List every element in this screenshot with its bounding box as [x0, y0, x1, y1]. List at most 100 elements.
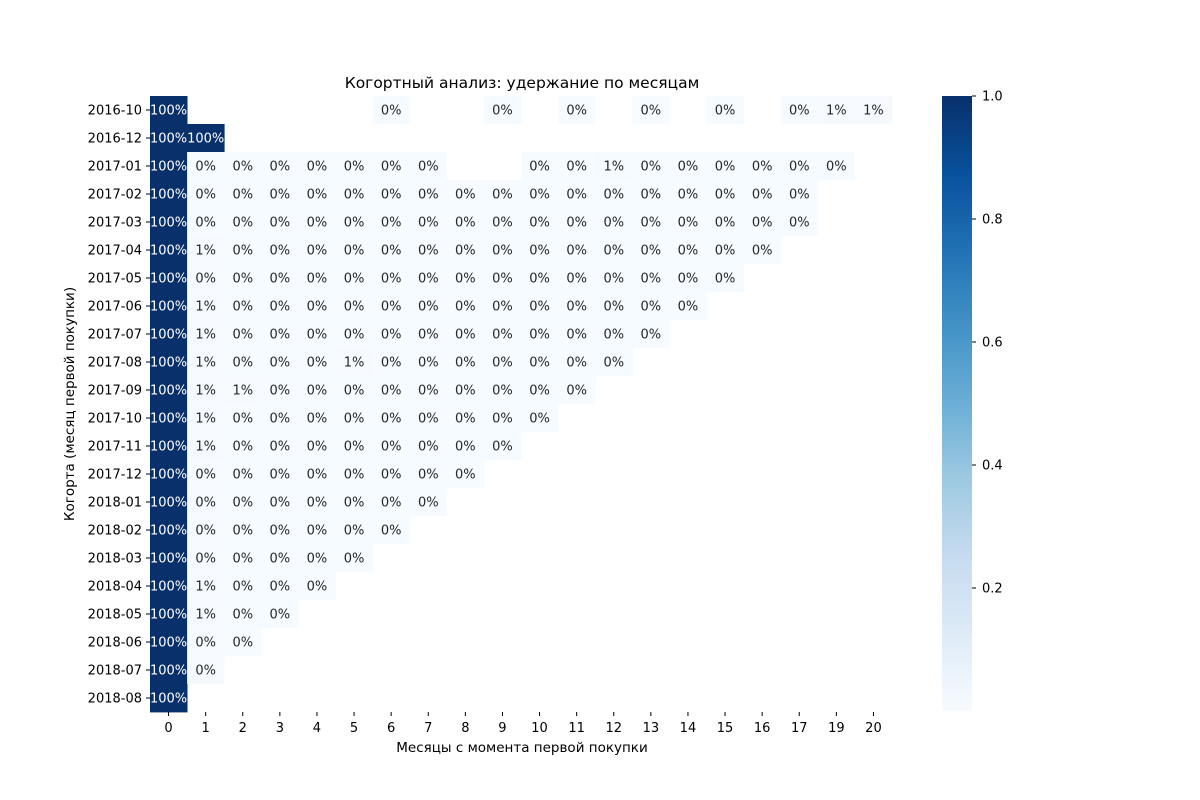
- heatmap-cell: [224, 292, 262, 321]
- cell-value-label: 0%: [344, 216, 365, 231]
- cell-value-label: 0%: [381, 384, 402, 399]
- cell-value-label: 0%: [455, 384, 476, 399]
- heatmap-cell: [224, 516, 262, 545]
- heatmap-cell: [817, 152, 856, 181]
- y-tick-label: 2017-08: [88, 356, 142, 371]
- heatmap-cell: [521, 376, 559, 405]
- cell-value-label: 0%: [678, 272, 699, 287]
- heatmap-cell: [150, 684, 188, 713]
- cell-value-label: 0%: [641, 300, 662, 315]
- cell-value-label: 0%: [232, 636, 253, 651]
- heatmap-cell: [261, 376, 299, 405]
- heatmap-cell: [261, 208, 299, 237]
- cell-value-label: 0%: [232, 468, 253, 483]
- heatmap-cell: [521, 264, 559, 293]
- heatmap-cell: [150, 460, 188, 489]
- heatmap-cell: [632, 320, 670, 349]
- heatmap-cell: [483, 180, 522, 209]
- heatmap-cell: [224, 544, 262, 573]
- heatmap-cell: [150, 236, 188, 265]
- cell-value-label: 0%: [270, 188, 291, 203]
- cell-value-label: 0%: [529, 216, 550, 231]
- heatmap-cell: [261, 600, 299, 629]
- cell-value-label: 0%: [232, 188, 253, 203]
- y-tick-label: 2017-02: [88, 188, 142, 203]
- cell-value-label: 0%: [752, 244, 773, 259]
- heatmap-cell: [150, 348, 188, 377]
- cell-value-label: 100%: [150, 580, 187, 595]
- cell-value-label: 0%: [232, 412, 253, 427]
- cell-value-label: 0%: [195, 468, 216, 483]
- heatmap-cell: [150, 628, 188, 657]
- heatmap-cell: [632, 180, 670, 209]
- cell-value-label: 0%: [344, 188, 365, 203]
- heatmap-cell: [595, 320, 633, 349]
- heatmap-cell: [669, 180, 707, 209]
- heatmap-cell: [298, 264, 336, 293]
- heatmap-cell: [224, 152, 262, 181]
- heatmap-cell: [446, 208, 485, 237]
- heatmap-cell: [595, 348, 633, 377]
- cell-value-label: 0%: [344, 160, 365, 175]
- cell-value-label: 100%: [150, 552, 187, 567]
- heatmap-cell: [187, 320, 225, 349]
- y-tick-label: 2017-11: [88, 440, 142, 455]
- heatmap-cell: [446, 320, 485, 349]
- heatmap-cell: [150, 600, 188, 629]
- cell-value-label: 0%: [195, 216, 216, 231]
- cell-value-label: 0%: [418, 412, 439, 427]
- cell-value-label: 0%: [566, 328, 587, 343]
- heatmap-cell: [446, 460, 485, 489]
- heatmap-cell: [298, 460, 336, 489]
- heatmap-cell: [595, 208, 633, 237]
- colorbar-tick-label: 0.4: [982, 459, 1003, 474]
- cell-value-label: 0%: [344, 412, 365, 427]
- cell-value-label: 0%: [232, 216, 253, 231]
- heatmap-cell: [261, 488, 299, 517]
- cell-value-label: 0%: [418, 356, 439, 371]
- heatmap-cell: [150, 96, 188, 125]
- cell-value-label: 0%: [344, 244, 365, 259]
- cell-value-label: 0%: [232, 580, 253, 595]
- x-tick-label: 7: [424, 721, 432, 736]
- cell-value-label: 0%: [344, 300, 365, 315]
- heatmap-cell: [372, 404, 411, 433]
- cell-value-label: 0%: [826, 160, 847, 175]
- cell-value-label: 0%: [232, 524, 253, 539]
- heatmap-cell: [409, 292, 448, 321]
- heatmap-cell: [150, 516, 188, 545]
- cell-value-label: 0%: [270, 468, 291, 483]
- heatmap-cell: [187, 600, 225, 629]
- heatmap-cell: [187, 544, 225, 573]
- cell-value-label: 0%: [492, 384, 513, 399]
- heatmap-cell: [706, 264, 744, 293]
- heatmap-cell: [261, 572, 299, 601]
- heatmap-cell: [372, 236, 411, 265]
- cell-value-label: 0%: [381, 356, 402, 371]
- heatmap-cell: [372, 264, 411, 293]
- x-tick-label: 5: [350, 721, 358, 736]
- y-tick-label: 2017-10: [88, 412, 142, 427]
- heatmap-cell: [372, 516, 411, 545]
- heatmap-cell: [558, 292, 596, 321]
- heatmap-cell: [261, 236, 299, 265]
- heatmap-cell: [706, 96, 744, 125]
- cell-value-label: 0%: [195, 496, 216, 511]
- cell-value-label: 0%: [344, 552, 365, 567]
- cell-value-label: 0%: [529, 244, 550, 259]
- heatmap-cell: [446, 180, 485, 209]
- cell-value-label: 100%: [150, 496, 187, 511]
- heatmap-cell: [335, 236, 373, 265]
- cell-value-label: 100%: [150, 104, 187, 119]
- heatmap-cell: [298, 152, 336, 181]
- cell-value-label: 0%: [529, 300, 550, 315]
- cell-value-label: 0%: [307, 440, 328, 455]
- heatmap-cell: [780, 208, 819, 237]
- heatmap-cell: [483, 376, 522, 405]
- cell-value-label: 100%: [150, 384, 187, 399]
- heatmap-cell: [187, 124, 225, 153]
- heatmap-cell: [372, 152, 411, 181]
- heatmap-cell: [150, 264, 188, 293]
- cell-value-label: 1%: [195, 384, 216, 399]
